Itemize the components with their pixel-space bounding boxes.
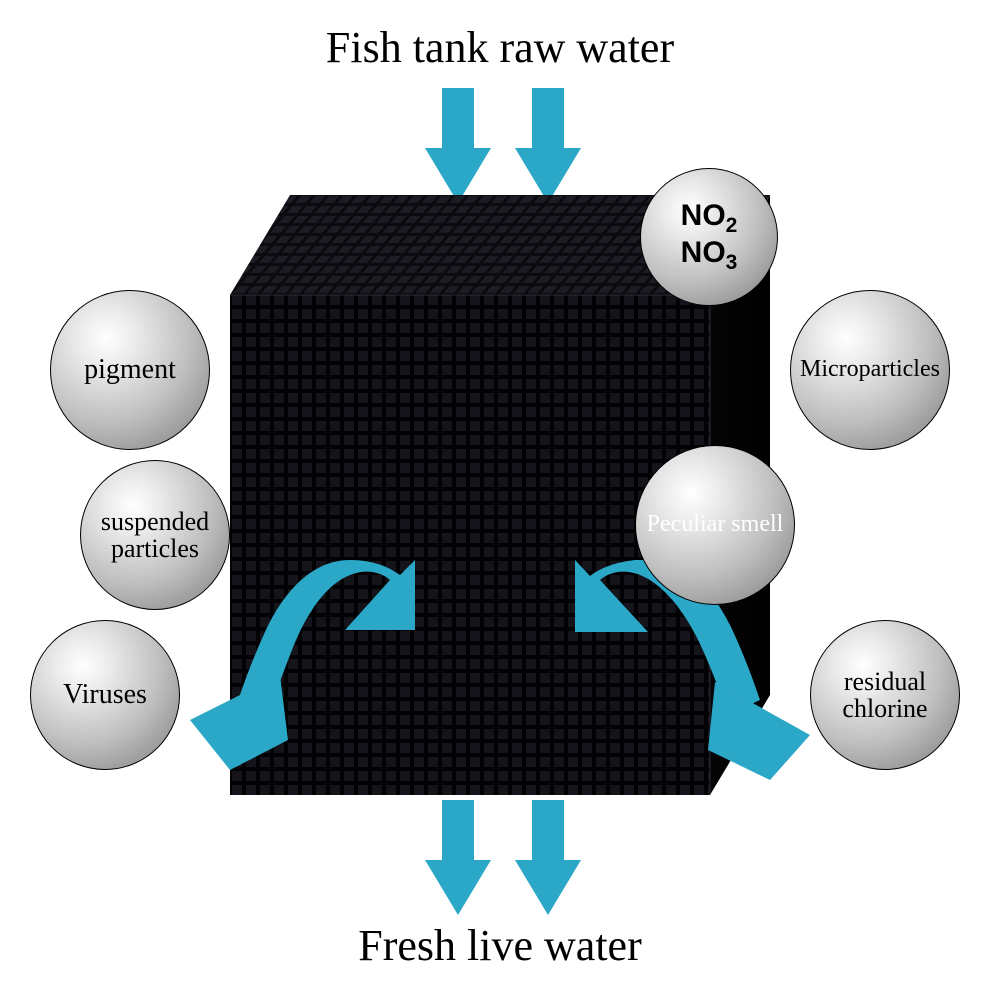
bubble-viruses: Viruses [30,620,180,770]
title-top: Fish tank raw water [0,22,1000,73]
no2-label: NO [681,199,726,232]
no3-label: NO [681,236,726,269]
bubble-no2-no3: NO2 NO3 [640,168,778,306]
title-bottom: Fresh live water [0,920,1000,971]
bubble-peculiar-smell: Peculiar smell [635,445,795,605]
arrow-down-bottom [420,800,590,920]
bubble-pigment: pigment [50,290,210,450]
no3-sub: 3 [726,251,738,274]
bubble-residual-chlorine: residual chlorine [810,620,960,770]
no2-sub: 2 [726,214,738,237]
arrow-down-top [420,88,590,208]
arrow-curve-left [190,560,420,770]
bubble-suspended-particles: suspended particles [80,460,230,610]
bubble-microparticles: Microparticles [790,290,950,450]
